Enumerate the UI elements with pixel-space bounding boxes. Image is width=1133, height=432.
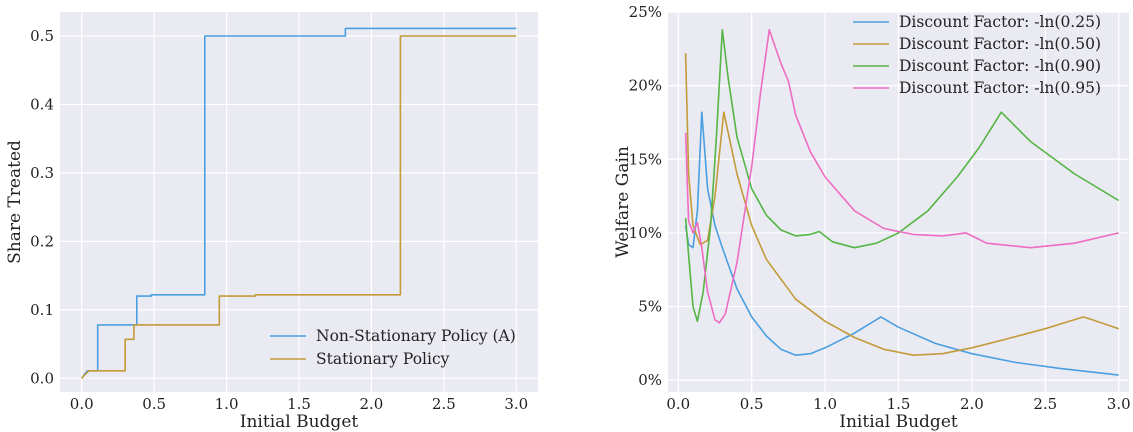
y-tick-label: 0.3 — [30, 164, 54, 182]
legend-label: Discount Factor: -ln(0.90) — [899, 57, 1101, 75]
y-tick-label: 10% — [629, 224, 662, 242]
legend-label: Discount Factor: -ln(0.95) — [899, 79, 1101, 97]
x-tick-label: 0.0 — [70, 395, 94, 413]
x-tick-label: 3.0 — [1107, 395, 1131, 413]
left-x-tick-labels: 0.0 0.5 1.0 1.5 2.0 2.5 3.0 — [70, 395, 528, 413]
left-x-axis-label: Initial Budget — [240, 412, 359, 432]
y-tick-label: 0% — [638, 371, 662, 389]
left-legend: Non-Stationary Policy (A) Stationary Poli… — [270, 327, 516, 368]
left-gridlines — [60, 12, 538, 392]
x-tick-label: 0.5 — [142, 395, 166, 413]
legend-label: Non-Stationary Policy (A) — [316, 327, 516, 345]
x-tick-label: 1.0 — [813, 395, 837, 413]
y-tick-label: 25% — [629, 3, 662, 21]
right-y-tick-labels: 0% 5% 10% 15% 20% 25% — [629, 3, 662, 389]
left-series-lines — [81, 27, 517, 379]
y-tick-label: 0.1 — [30, 301, 54, 319]
series-line-3 — [684, 28, 1120, 323]
y-tick-label: 0.2 — [30, 232, 54, 250]
series-line-2 — [81, 35, 517, 379]
x-tick-label: 0.0 — [666, 395, 690, 413]
x-tick-label: 2.5 — [432, 395, 456, 413]
x-tick-label: 2.5 — [1033, 395, 1057, 413]
y-tick-label: 0.0 — [30, 369, 54, 387]
x-tick-label: 0.5 — [740, 395, 764, 413]
legend-label: Discount Factor: -ln(0.50) — [899, 35, 1101, 53]
y-tick-label: 15% — [629, 150, 662, 168]
welfare-gain-chart: 0.0 0.5 1.0 1.5 2.0 2.5 3.0 0% 5% 10% 15% 20% 25% I… — [613, 3, 1131, 432]
series-line-4 — [684, 28, 1119, 324]
share-treated-chart: 0.0 0.5 1.0 1.5 2.0 2.5 3.0 0.0 0.1 0.2 0.3 0.4 0.5… — [5, 12, 538, 432]
legend-label: Stationary Policy — [316, 350, 450, 368]
right-y-axis-label: Welfare Gain — [613, 146, 633, 258]
legend-label: Discount Factor: -ln(0.25) — [899, 13, 1101, 31]
x-tick-label: 1.0 — [215, 395, 239, 413]
right-x-tick-labels: 0.0 0.5 1.0 1.5 2.0 2.5 3.0 — [666, 395, 1130, 413]
x-tick-label: 1.5 — [887, 395, 911, 413]
x-tick-label: 2.0 — [960, 395, 984, 413]
series-line-2 — [684, 53, 1119, 357]
x-tick-label: 3.0 — [504, 395, 528, 413]
left-y-axis-label: Share Treated — [5, 140, 25, 264]
right-x-axis-label: Initial Budget — [839, 412, 958, 432]
y-tick-label: 5% — [638, 298, 662, 316]
right-legend: Discount Factor: -ln(0.25) Discount Facto… — [853, 13, 1101, 97]
y-tick-label: 20% — [629, 77, 662, 95]
left-y-tick-labels: 0.0 0.1 0.2 0.3 0.4 0.5 — [30, 27, 54, 387]
y-tick-label: 0.5 — [30, 27, 54, 45]
right-series-lines — [684, 28, 1120, 376]
x-tick-label: 1.5 — [287, 395, 311, 413]
right-gridlines — [668, 11, 1129, 392]
x-tick-label: 2.0 — [359, 395, 383, 413]
y-tick-label: 0.4 — [30, 95, 54, 113]
series-line-1 — [684, 111, 1119, 376]
